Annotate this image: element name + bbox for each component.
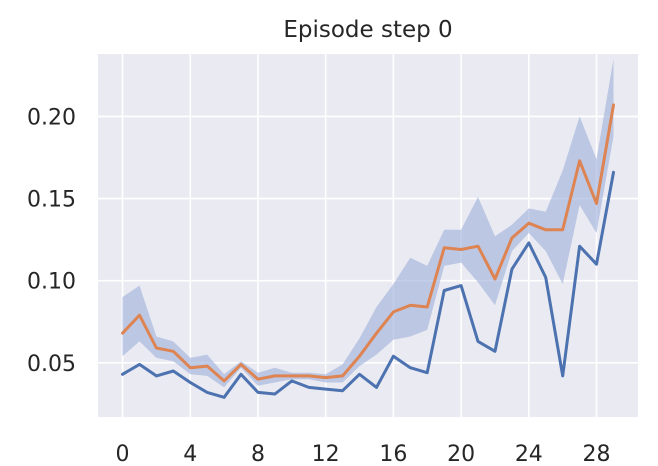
series-line-orange	[121, 103, 615, 383]
y-tick-label: 0.15	[27, 188, 76, 213]
y-tick-label: 0.10	[27, 270, 76, 295]
x-tick-label: 4	[183, 442, 197, 466]
confidence-band	[122, 58, 614, 388]
x-tick-label: 28	[583, 442, 611, 466]
y-tick-label: 0.20	[27, 105, 76, 130]
x-tick-label: 0	[116, 442, 130, 466]
x-tick-label: 16	[379, 442, 407, 466]
y-tick-labels: 0.05 0.10 0.15 0.20	[27, 105, 76, 376]
x-tick-label: 12	[312, 442, 340, 466]
confidence-band-layer	[122, 58, 614, 388]
x-tick-label: 8	[251, 442, 265, 466]
x-tick-label: 24	[515, 442, 543, 466]
series-line-layer	[121, 103, 615, 399]
x-tick-label: 20	[447, 442, 475, 466]
chart-title: Episode step 0	[283, 17, 452, 43]
series-line-blue	[121, 170, 615, 399]
x-tick-labels: 0 4 8 12 16 20 24 28	[116, 442, 611, 466]
y-tick-label: 0.05	[27, 352, 76, 377]
